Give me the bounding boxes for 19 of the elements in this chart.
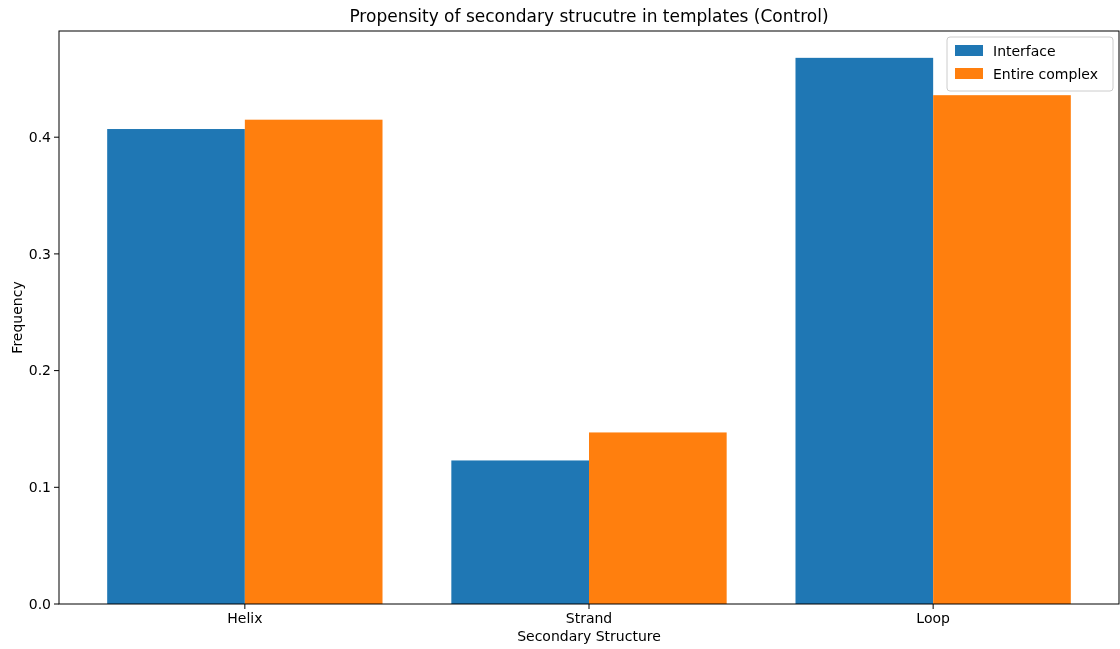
x-tick-label: Strand [565, 610, 613, 626]
x-tick-label: Helix [227, 610, 263, 626]
y-tick-label: 0.2 [28, 362, 51, 379]
x-axis-title: Secondary Structure [517, 628, 661, 644]
bar [244, 119, 383, 604]
chart-title: Propensity of secondary strucutre in templates (Control) [349, 6, 829, 26]
y-tick-label: 0.3 [28, 245, 51, 262]
bar [589, 432, 727, 604]
legend-label: Entire complex [993, 65, 1098, 82]
y-tick-label: 0.0 [28, 595, 51, 612]
x-tick-label: Loop [916, 610, 951, 626]
y-axis-title: Frequency [9, 281, 25, 354]
bar [795, 57, 934, 604]
y-tick-label: 0.1 [28, 479, 51, 496]
legend-label: Interface [993, 42, 1056, 59]
bar [107, 129, 245, 604]
bar [933, 95, 1071, 604]
bar [451, 460, 589, 604]
y-tick-label: 0.4 [28, 129, 52, 146]
